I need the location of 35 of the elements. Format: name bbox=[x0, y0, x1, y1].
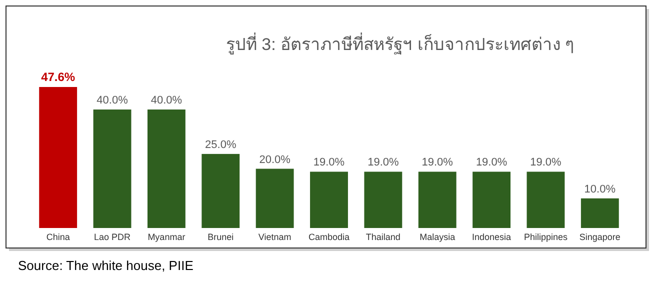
x-tick-label: China bbox=[46, 232, 70, 242]
data-label: 25.0% bbox=[205, 138, 236, 151]
data-label: 19.0% bbox=[530, 156, 562, 169]
bar bbox=[310, 172, 348, 228]
x-tick-label: Cambodia bbox=[308, 232, 350, 242]
x-tick-label: Vietnam bbox=[258, 232, 292, 242]
x-tick-label: Brunei bbox=[208, 232, 234, 242]
bar bbox=[526, 172, 565, 228]
bar bbox=[147, 110, 186, 228]
data-label: 19.0% bbox=[476, 156, 508, 169]
bar bbox=[202, 154, 240, 228]
bar bbox=[580, 198, 619, 228]
data-label: 10.0% bbox=[584, 183, 616, 196]
data-label: 40.0% bbox=[96, 94, 128, 107]
data-label: 40.0% bbox=[150, 94, 182, 107]
source-note: Source: The white house, PIIE bbox=[18, 258, 194, 273]
data-label: 19.0% bbox=[368, 156, 399, 169]
bar bbox=[39, 87, 78, 228]
bar bbox=[93, 110, 132, 228]
bar bbox=[256, 168, 294, 228]
data-label: 19.0% bbox=[313, 156, 345, 169]
data-label: 19.0% bbox=[422, 156, 454, 169]
x-tick-label: Malaysia bbox=[420, 232, 456, 242]
x-tick-label: Myanmar bbox=[148, 232, 186, 242]
x-tick-label: Singapore bbox=[579, 232, 620, 242]
x-tick-label: Thailand bbox=[366, 232, 400, 242]
data-label: 20.0% bbox=[259, 154, 291, 166]
x-tick-label: Indonesia bbox=[472, 232, 512, 242]
x-tick-label: Lao PDR bbox=[94, 232, 132, 242]
x-tick-label: Philippines bbox=[524, 232, 568, 242]
bar bbox=[418, 172, 456, 228]
chart-title: รูปที่ 3: อัตราภาษีที่สหรัฐฯ เก็บจากประเทศต่าง ๆ bbox=[226, 32, 574, 55]
bar bbox=[364, 172, 402, 228]
bar bbox=[472, 172, 511, 228]
data-label: 47.6% bbox=[41, 70, 76, 84]
